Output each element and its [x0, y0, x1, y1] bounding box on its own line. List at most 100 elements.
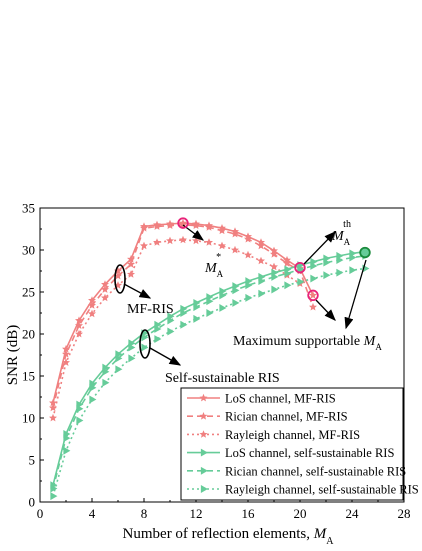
mf-ris-ellipse [114, 264, 126, 294]
data-point [140, 241, 148, 250]
data-point [271, 272, 279, 281]
data-point [297, 265, 305, 274]
data-point [166, 236, 174, 245]
data-point [114, 271, 122, 280]
data-point [49, 398, 57, 407]
data-point [75, 321, 83, 329]
series-layer [49, 218, 370, 501]
data-point [271, 285, 279, 294]
data-point [49, 413, 57, 422]
data-point [193, 314, 201, 323]
data-point [153, 222, 161, 230]
legend-label: Rayleigh channel, MF-RIS [225, 428, 360, 442]
data-point [244, 250, 252, 259]
series-5 [50, 251, 370, 493]
mf-ris-annotation: MF-RIS [127, 302, 174, 317]
legend-item: LoS channel, self-sustainable RIS [187, 446, 394, 460]
y-tick-label: 0 [29, 495, 36, 510]
data-point [62, 350, 70, 358]
legend-label: LoS channel, self-sustainable RIS [225, 446, 394, 460]
data-point [115, 354, 123, 363]
legend-item: Rician channel, MF-RIS [187, 410, 348, 424]
y-tick-label: 10 [22, 411, 35, 426]
data-point [310, 262, 318, 270]
data-point [49, 403, 57, 412]
data-point [323, 271, 331, 280]
data-point [89, 395, 97, 404]
data-point [231, 245, 239, 254]
x-tick-label: 4 [89, 506, 96, 521]
y-tick-label: 25 [22, 285, 35, 300]
data-point [206, 297, 214, 306]
data-point [179, 235, 187, 244]
highlight-point [294, 261, 306, 274]
data-point [284, 281, 292, 290]
self-sustainable-ellipse [139, 329, 151, 359]
legend-item: LoS channel, MF-RIS [187, 392, 336, 406]
data-point [258, 289, 266, 298]
data-point [102, 367, 110, 376]
ma-th-annotation: MAth [331, 219, 351, 247]
data-point [309, 291, 317, 299]
legend-marker [200, 466, 208, 475]
legend-marker [199, 412, 208, 420]
series-line [52, 239, 301, 419]
data-point [258, 277, 266, 286]
legend-marker [200, 448, 208, 457]
legend: LoS channel, MF-RIS Rician channel, MF-RI… [180, 387, 419, 501]
max-arrow-right [344, 259, 367, 330]
y-axis-label: SNR (dB) [5, 325, 21, 385]
data-point [140, 224, 148, 232]
data-point [257, 241, 265, 250]
ma-th-arrow [303, 231, 336, 265]
data-point [62, 344, 70, 353]
legend-label: LoS channel, MF-RIS [225, 392, 336, 406]
data-point [153, 238, 161, 246]
data-point [167, 327, 175, 336]
data-point [193, 303, 201, 312]
x-tick-label: 8 [141, 506, 148, 521]
series-2 [49, 220, 317, 412]
highlight-point [359, 246, 371, 259]
data-point [270, 262, 278, 271]
max-arrow-left [315, 299, 336, 321]
series-3 [49, 235, 304, 422]
y-tick-label: 35 [22, 201, 35, 216]
max-supportable-annotation: Maximum supportable MA [233, 334, 382, 352]
x-axis-label: Number of reflection elements, MA [123, 526, 335, 546]
data-point [75, 329, 83, 338]
mf-ris-arrow [123, 283, 152, 299]
data-point [127, 270, 135, 278]
data-point [309, 302, 317, 311]
legend-item: Rayleigh channel, self-sustainable RIS [187, 483, 419, 497]
data-point [128, 343, 136, 352]
data-point [101, 285, 109, 293]
legend-marker [199, 393, 208, 402]
x-tick-label: 28 [398, 506, 411, 521]
data-point [50, 492, 58, 501]
legend-item: Rayleigh channel, MF-RIS [187, 428, 360, 442]
data-point [115, 365, 123, 374]
data-point [141, 333, 149, 342]
data-point [128, 354, 136, 363]
series-6 [50, 264, 370, 501]
x-tick-label: 12 [190, 506, 203, 521]
data-point [244, 234, 252, 243]
data-point [245, 293, 253, 302]
data-point [349, 253, 357, 262]
data-point [218, 226, 226, 235]
data-point [63, 434, 71, 443]
data-point [218, 241, 226, 250]
data-point [192, 236, 200, 245]
x-tick-label: 20 [294, 506, 307, 521]
data-point [154, 335, 162, 343]
data-point [270, 250, 278, 258]
data-point [127, 260, 135, 268]
data-point [192, 221, 200, 229]
data-point [101, 280, 109, 288]
y-tick-label: 15 [22, 369, 35, 384]
y-tick-label: 30 [22, 243, 35, 258]
data-point [141, 343, 149, 352]
